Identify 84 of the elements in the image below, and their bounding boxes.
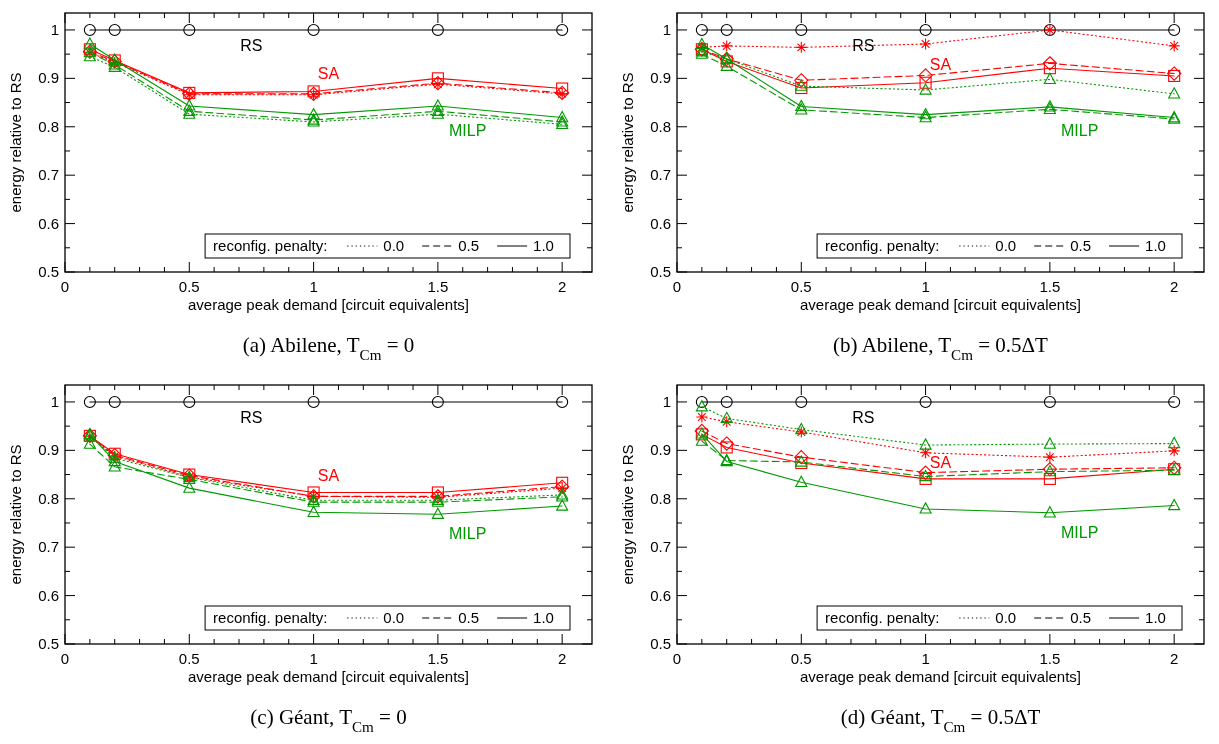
y-tick-label: 0.6 bbox=[38, 586, 59, 604]
x-axis-title: average peak demand [circuit equivalents] bbox=[799, 296, 1082, 313]
annotation: 0.5 bbox=[458, 237, 480, 254]
annotation: 0.5 bbox=[1070, 609, 1092, 626]
x-tick-label: 0 bbox=[60, 278, 70, 295]
series-label: MILP bbox=[449, 121, 487, 139]
x-axis-title: average peak demand [circuit equivalents] bbox=[187, 296, 470, 313]
annotation: 1.0 bbox=[533, 237, 554, 254]
x-tick-label: 1.5 bbox=[1039, 650, 1061, 667]
y-axis-title: energy relative to RS bbox=[619, 72, 636, 213]
series-label: SA bbox=[317, 64, 340, 82]
text: (c) Géant, T$_{Cm}$ = 0 bbox=[250, 705, 407, 735]
series-label: SA bbox=[929, 453, 952, 471]
text: (d) Géant, T$_{Cm}$ = 0.5ΔT bbox=[840, 705, 1041, 735]
x-tick-label: 0.5 bbox=[178, 278, 200, 295]
x-tick-label: 0 bbox=[60, 650, 70, 667]
annotation: 0.5 bbox=[1070, 237, 1092, 254]
annotation: 1.0 bbox=[533, 609, 554, 626]
x-tick-label: 2 bbox=[558, 278, 567, 295]
y-tick-label: 0.7 bbox=[650, 538, 671, 556]
series-label: MILP bbox=[449, 525, 487, 543]
y-tick-label: 0.7 bbox=[650, 166, 671, 184]
annotation: 0.0 bbox=[383, 609, 405, 626]
y-tick-label: 0.6 bbox=[650, 214, 671, 232]
y-axis-title: energy relative to RS bbox=[7, 72, 24, 213]
y-axis-title: energy relative to RS bbox=[619, 444, 636, 585]
legend-label: RS bbox=[852, 408, 875, 426]
y-tick-label: 0.8 bbox=[38, 117, 59, 135]
y-tick-label: 0.8 bbox=[38, 489, 59, 507]
x-tick-label: 1.5 bbox=[427, 650, 449, 667]
series-label: MILP bbox=[1061, 122, 1099, 140]
x-tick-label: 0.5 bbox=[790, 278, 812, 295]
annotation: 0.5 bbox=[458, 609, 480, 626]
y-tick-label: 0.9 bbox=[650, 69, 671, 87]
legend-title: reconfig. penalty: bbox=[825, 609, 940, 626]
text: (a) Abilene, T$_{Cm}$ = 0 bbox=[242, 333, 415, 363]
annotation: 1.0 bbox=[1145, 237, 1166, 254]
annotation: 0.0 bbox=[383, 237, 405, 254]
x-tick-label: 1 bbox=[309, 278, 318, 295]
y-axis-title: energy relative to RS bbox=[7, 444, 24, 585]
x-tick-label: 0 bbox=[672, 650, 682, 667]
x-tick-label: 1 bbox=[921, 278, 930, 295]
x-tick-label: 2 bbox=[1170, 650, 1179, 667]
x-tick-label: 0.5 bbox=[178, 650, 200, 667]
y-tick-label: 1 bbox=[662, 392, 671, 410]
legend-label: RS bbox=[852, 36, 875, 54]
legend-title: reconfig. penalty: bbox=[825, 237, 940, 254]
y-tick-label: 0.8 bbox=[650, 117, 671, 135]
y-tick-label: 0.7 bbox=[38, 538, 59, 556]
y-tick-label: 0.6 bbox=[38, 214, 59, 232]
annotation: 1.0 bbox=[1145, 609, 1166, 626]
series-label: SA bbox=[929, 55, 952, 73]
annotation: 0.0 bbox=[995, 237, 1017, 254]
y-tick-label: 0.5 bbox=[38, 635, 59, 652]
y-tick-label: 0.5 bbox=[38, 263, 59, 280]
y-tick-label: 0.6 bbox=[650, 586, 671, 604]
y-tick-label: 1 bbox=[50, 20, 59, 38]
y-tick-label: 0.9 bbox=[38, 69, 59, 87]
legend-label: RS bbox=[240, 36, 263, 54]
legend-title: reconfig. penalty: bbox=[213, 237, 328, 254]
y-tick-label: 0.8 bbox=[650, 489, 671, 507]
legend-title: reconfig. penalty: bbox=[213, 609, 328, 626]
x-tick-label: 1.5 bbox=[1039, 278, 1061, 295]
x-tick-label: 1.5 bbox=[427, 278, 449, 295]
y-tick-label: 0.5 bbox=[650, 635, 671, 652]
x-tick-label: 2 bbox=[1170, 278, 1179, 295]
x-tick-label: 2 bbox=[558, 650, 567, 667]
annotation: 0.0 bbox=[995, 609, 1017, 626]
x-tick-label: 1 bbox=[921, 650, 930, 667]
x-axis-title: average peak demand [circuit equivalents] bbox=[187, 668, 470, 685]
y-tick-label: 1 bbox=[662, 20, 671, 38]
y-tick-label: 0.9 bbox=[650, 441, 671, 459]
legend-label: RS bbox=[240, 408, 263, 426]
y-tick-label: 0.9 bbox=[38, 441, 59, 459]
x-axis-title: average peak demand [circuit equivalents] bbox=[799, 668, 1082, 685]
x-tick-label: 1 bbox=[309, 650, 318, 667]
x-tick-label: 0.5 bbox=[790, 650, 812, 667]
y-tick-label: 1 bbox=[50, 392, 59, 410]
series-label: MILP bbox=[1061, 524, 1099, 542]
text: (b) Abilene, T$_{Cm}$ = 0.5ΔT bbox=[833, 333, 1049, 363]
y-tick-label: 0.5 bbox=[650, 263, 671, 280]
x-tick-label: 0 bbox=[672, 278, 682, 295]
y-tick-label: 0.7 bbox=[38, 166, 59, 184]
series-label: SA bbox=[317, 467, 340, 485]
